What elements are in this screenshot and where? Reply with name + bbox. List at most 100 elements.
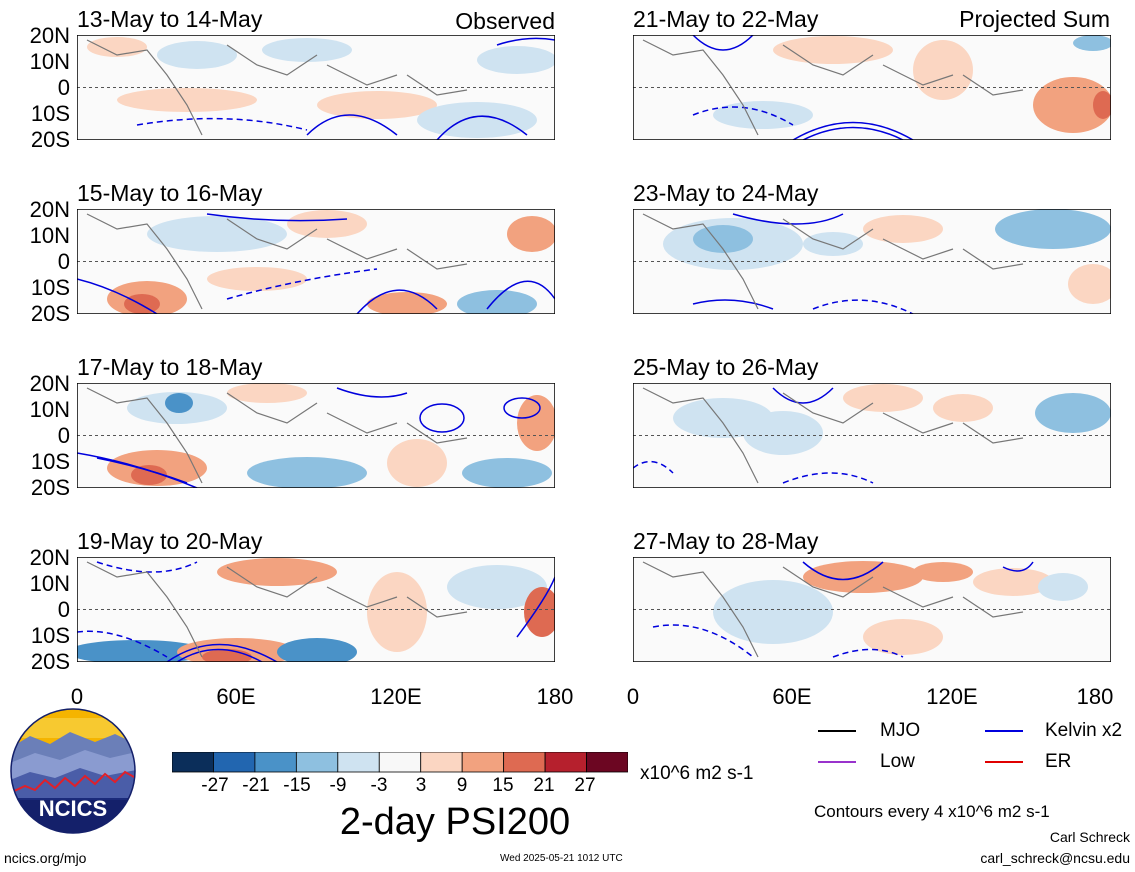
kelvin-contour — [692, 35, 754, 51]
anomaly-shading — [693, 225, 753, 253]
anomaly-shading — [262, 38, 352, 62]
kelvin-contour — [792, 121, 914, 140]
anomaly-shading — [913, 562, 973, 582]
kelvin-contour — [306, 114, 398, 136]
anomaly-shading — [367, 572, 427, 652]
colorbar-swatch — [503, 752, 546, 773]
anomaly-shading — [247, 457, 367, 488]
map-panel-2 — [77, 209, 555, 314]
map-panel-5 — [633, 35, 1111, 140]
kelvin-contour — [96, 561, 198, 573]
coastline — [642, 213, 1024, 310]
kelvin-contour — [77, 630, 168, 658]
kelvin-contour — [652, 624, 754, 658]
anomaly-shading — [124, 294, 160, 314]
anomaly-shading — [207, 267, 307, 291]
kelvin-contour — [802, 126, 904, 140]
anomaly-shading — [713, 101, 813, 129]
anomaly-shading — [277, 638, 357, 662]
kelvin-contour — [336, 387, 408, 398]
colorbar-swatch — [461, 752, 505, 773]
coastline — [86, 213, 468, 310]
coastline — [642, 387, 1024, 484]
colorbar-swatch — [586, 752, 628, 773]
anomaly-shading — [157, 41, 237, 69]
anomaly-shading — [447, 565, 547, 609]
anomaly-shading — [973, 568, 1053, 596]
kelvin-contour — [633, 460, 674, 474]
map-panel-1 — [77, 35, 555, 140]
logo-text: NCICS — [39, 796, 107, 821]
anomaly-shading — [803, 561, 923, 593]
anomaly-shading — [217, 558, 337, 586]
colorbar-units: x10^6 m2 s-1 — [640, 763, 754, 784]
anomaly-shading — [507, 216, 555, 252]
colorbar-swatch — [337, 752, 380, 773]
anomaly-shading — [477, 46, 555, 74]
anomaly-shading — [773, 36, 893, 64]
kelvin-contour — [206, 213, 348, 222]
kelvin-contour — [503, 397, 541, 419]
kelvin-contour — [136, 117, 308, 131]
anomaly-shading — [462, 458, 552, 488]
anomaly-shading — [317, 91, 437, 119]
kelvin-contour — [832, 648, 904, 658]
colorbar-swatch — [213, 752, 256, 773]
coastline — [86, 39, 468, 136]
kelvin-contour — [176, 648, 263, 662]
anomaly-shading — [913, 40, 973, 100]
coastline — [642, 39, 1024, 136]
panel-title-3: 17-May to 18-May — [77, 354, 263, 380]
panel-title-8: 27-May to 28-May — [633, 528, 819, 554]
kelvin-contour — [419, 403, 465, 433]
kelvin-contour — [96, 457, 188, 484]
panel-title-2: 15-May to 16-May — [77, 180, 263, 206]
kelvin-contour — [1002, 561, 1034, 572]
kelvin-contour — [486, 280, 555, 310]
anomaly-shading — [1093, 91, 1111, 119]
kelvin-contour — [77, 278, 158, 314]
anomaly-shading — [287, 210, 367, 238]
legend-label-mjo: MJO — [880, 720, 921, 741]
anomaly-shading — [457, 290, 537, 314]
legend-label-er: ER — [1045, 751, 1072, 772]
coastline — [86, 561, 468, 658]
legend-line-kelvin — [985, 730, 1023, 732]
legend-line-low — [818, 761, 856, 763]
author: Carl Schreck — [1049, 829, 1130, 845]
anomaly-shading — [713, 580, 833, 644]
anomaly-shading — [131, 465, 167, 485]
legend-line-mjo — [818, 730, 856, 732]
colorbar-swatch — [295, 752, 339, 773]
colorbar-swatch — [378, 752, 422, 773]
panel-title-7: 25-May to 26-May — [633, 354, 819, 380]
kelvin-contour — [226, 268, 378, 300]
legend-label-low: Low — [880, 751, 915, 772]
anomaly-shading — [1035, 393, 1111, 433]
colorbar — [172, 752, 628, 773]
panel-title-5: 21-May to 22-May — [633, 6, 819, 32]
anomaly-shading — [417, 102, 537, 138]
anomaly-shading — [387, 439, 447, 487]
contour-note: Contours every 4 x10^6 m2 s-1 — [814, 802, 1050, 821]
anomaly-shading — [1073, 35, 1111, 51]
anomaly-shading — [1038, 573, 1088, 601]
kelvin-contour — [356, 289, 438, 314]
anomaly-shading — [227, 383, 307, 403]
map-panel-7 — [633, 383, 1111, 488]
kelvin-contour — [516, 576, 555, 638]
map-panel-3 — [77, 383, 555, 488]
anomaly-shading — [517, 395, 555, 451]
anomaly-shading — [165, 393, 193, 413]
coastline — [86, 387, 468, 484]
kelvin-contour — [166, 643, 278, 662]
email: carl_schreck@ncsu.edu — [980, 850, 1130, 866]
map-panel-8 — [633, 557, 1111, 662]
anomaly-shading — [743, 411, 823, 455]
kelvin-contour — [732, 213, 844, 225]
kelvin-contour — [802, 561, 884, 581]
panel-tag-projected: Projected Sum — [959, 6, 1110, 32]
panel-title-1: 13-May to 14-May — [77, 6, 263, 32]
coastline — [642, 561, 1024, 658]
site-link[interactable]: ncics.org/mjo — [4, 850, 87, 866]
